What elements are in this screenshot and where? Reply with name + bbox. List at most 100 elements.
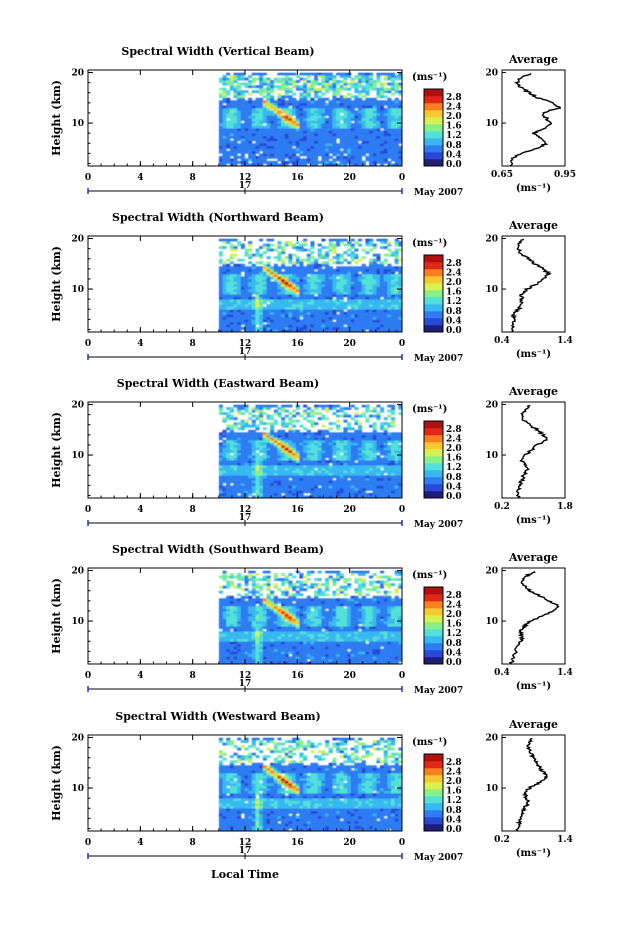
heatmap-cell: [262, 299, 267, 303]
heatmap-cell: [347, 475, 352, 479]
heatmap-cell: [255, 155, 260, 159]
heatmap-cell: [270, 276, 275, 280]
heatmap-cell: [321, 263, 326, 267]
heatmap-cell: [222, 120, 227, 124]
heatmap-cell: [328, 150, 333, 154]
heatmap-cell: [380, 105, 385, 109]
heatmap-cell: [328, 475, 333, 479]
heatmap-cell: [273, 289, 278, 292]
heatmap-cell: [394, 77, 399, 81]
heatmap-cell: [376, 75, 381, 78]
heatmap-cell: [292, 442, 297, 446]
heatmap-cell: [361, 455, 366, 458]
heatmap-cell: [295, 492, 300, 496]
heatmap-cell: [299, 329, 304, 333]
heatmap-cell: [350, 465, 355, 469]
heatmap-cell: [255, 294, 260, 297]
heatmap-cell: [339, 273, 344, 277]
heatmap-cell: [233, 432, 238, 436]
heatmap-cell: [310, 243, 315, 247]
heatmap-cell: [339, 442, 344, 446]
heatmap-cell: [266, 444, 271, 448]
heatmap-cell: [270, 163, 275, 167]
heatmap-cell: [273, 150, 278, 154]
heatmap-cell: [347, 241, 352, 244]
heatmap-cell: [306, 462, 311, 466]
heatmap-cell: [295, 301, 300, 305]
heatmap-cell: [284, 75, 289, 78]
heatmap-cell: [328, 85, 333, 89]
heatmap-cell: [383, 306, 388, 310]
heatmap-cell: [262, 112, 267, 116]
heatmap-cell: [391, 304, 396, 308]
heatmap-cell: [394, 82, 399, 86]
heatmap-cell: [292, 266, 297, 270]
heatmap-cell: [391, 409, 396, 413]
heatmap-cell: [306, 123, 311, 126]
heatmap-cell: [387, 281, 392, 285]
heatmap-cell: [380, 158, 385, 162]
heatmap-cell: [270, 294, 275, 297]
heatmap-cell: [317, 112, 322, 116]
heatmap-cell: [226, 263, 231, 267]
heatmap-cell: [343, 138, 348, 142]
heatmap-cell: [328, 243, 333, 247]
heatmap-cell: [244, 105, 249, 109]
heatmap-cell: [218, 492, 223, 496]
heatmap-cell: [244, 286, 249, 290]
heatmap-cell: [284, 301, 289, 305]
heatmap-cell: [317, 457, 322, 461]
heatmap-cell: [317, 100, 322, 104]
heatmap-cell: [218, 258, 223, 262]
heatmap-cell: [240, 278, 245, 282]
heatmap-cell: [387, 100, 392, 104]
heatmap-cell: [347, 472, 352, 476]
heatmap-cell: [222, 475, 227, 479]
heatmap-cell: [376, 155, 381, 159]
heatmap-cell: [376, 329, 381, 333]
heatmap-cell: [314, 289, 319, 292]
heatmap-cell: [314, 158, 319, 162]
heatmap-cell: [350, 432, 355, 436]
heatmap-cell: [391, 289, 396, 292]
heatmap-cell: [347, 82, 352, 86]
heatmap-cell: [332, 289, 337, 292]
heatmap-cell: [244, 329, 249, 333]
heatmap-cell: [398, 324, 403, 328]
heatmap-cell: [266, 439, 271, 443]
heatmap-cell: [347, 87, 352, 91]
heatmap-cell: [277, 115, 282, 119]
heatmap-cell: [251, 271, 256, 275]
heatmap-cell: [259, 286, 264, 290]
heatmap-cell: [306, 319, 311, 323]
heatmap-cell: [350, 286, 355, 290]
heatmap-cell: [354, 480, 359, 484]
heatmap-cell: [332, 143, 337, 147]
heatmap-cell: [376, 455, 381, 458]
heatmap-cell: [391, 253, 396, 257]
heatmap-cell: [380, 485, 385, 489]
heatmap-cell: [380, 329, 385, 333]
heatmap-cell: [244, 145, 249, 149]
heatmap-cell: [339, 128, 344, 131]
heatmap-cell: [229, 309, 234, 313]
heatmap-cell: [266, 455, 271, 458]
heatmap-cell: [310, 281, 315, 285]
heatmap-cell: [273, 304, 278, 308]
heatmap-cell: [376, 294, 381, 297]
heatmap-cell: [361, 485, 366, 489]
heatmap-cell: [259, 271, 264, 275]
heatmap-cell: [259, 450, 264, 453]
colorbar-swatch: [424, 456, 443, 464]
heatmap-cell: [255, 115, 260, 119]
heatmap-cell: [325, 130, 330, 134]
heatmap-cell: [372, 439, 377, 443]
heatmap-cell: [387, 263, 392, 267]
heatmap-cell: [233, 107, 238, 111]
heatmap-cell: [306, 311, 311, 315]
heatmap-cell: [222, 95, 227, 99]
heatmap-cell: [226, 266, 231, 270]
heatmap-cell: [376, 271, 381, 275]
heatmap-cell: [292, 487, 297, 491]
heatmap-cell: [321, 485, 326, 489]
